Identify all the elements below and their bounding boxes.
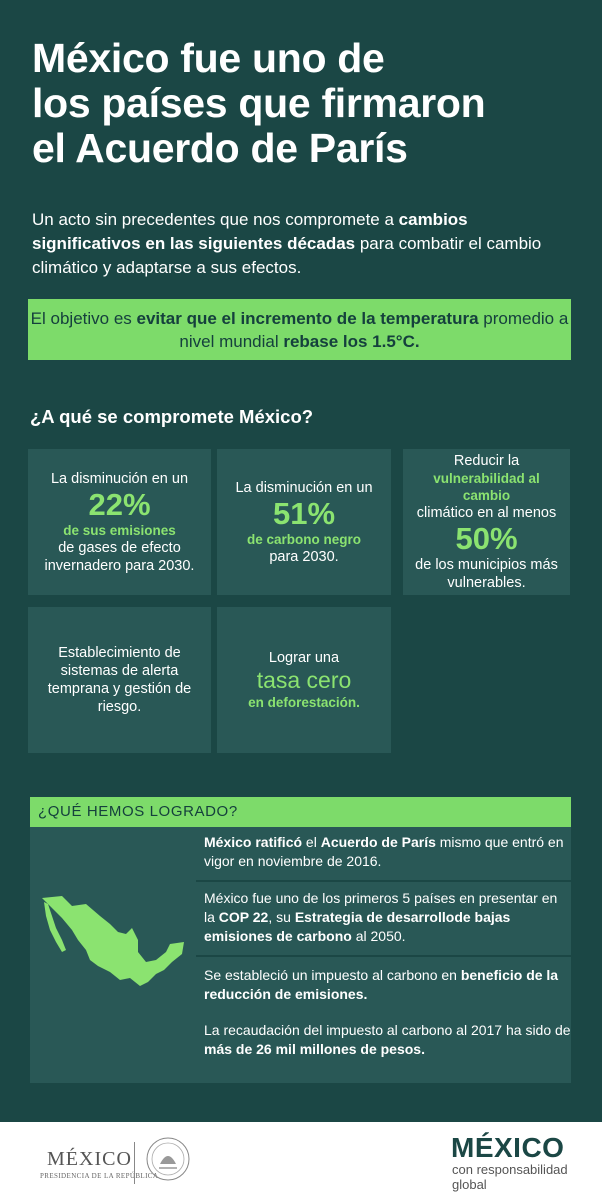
title-line-3: el Acuerdo de París (32, 125, 408, 171)
goal-banner: El objetivo es evitar que el incremento … (28, 299, 571, 360)
item-bold: Estrategia de desarrollode bajas emision… (204, 909, 511, 944)
achievement-carbon-tax: Se estableció un impuesto al carbono en … (196, 966, 571, 1004)
goal-text-mid: promedio a nivel mundial (179, 309, 569, 351)
brand-tagline: global (452, 1177, 487, 1192)
card-text: de los municipios más vulnerables. (415, 557, 558, 591)
item-text: el (302, 834, 321, 850)
divider (196, 880, 571, 882)
section-heading-achievements: ¿QUÉ HEMOS LOGRADO? (30, 797, 571, 827)
goal-bold-end: rebase los 1.5°C. (283, 332, 420, 351)
card-percentage: 22% (88, 486, 151, 522)
achievement-strategy: México fue uno de los primeros 5 países … (196, 889, 571, 946)
footer-separator (134, 1142, 135, 1184)
page-title: México fue uno de los países que firmaro… (32, 36, 572, 171)
card-text: Establecimiento de sistemas de alerta te… (47, 645, 192, 715)
commitment-card-early-warning: Establecimiento de sistemas de alerta te… (28, 607, 211, 753)
item-text: Se estableció un impuesto al carbono en (204, 967, 461, 983)
card-text: de gases de efecto invernadero para 2030… (44, 539, 195, 574)
card-highlight: de sus emisiones (63, 522, 176, 538)
title-line-2: los países que firmaron (32, 80, 486, 126)
intro-paragraph: Un acto sin precedentes que nos comprome… (32, 208, 572, 280)
national-seal-icon (146, 1137, 190, 1181)
card-text: climático en al menos (416, 505, 557, 521)
intro-bold: cambios significativos en las siguientes… (32, 210, 468, 253)
card-highlight: vulnerabilidad al cambio (433, 471, 540, 503)
card-highlight: en deforestación. (248, 695, 360, 710)
card-text: La disminución en un (50, 470, 189, 487)
divider (196, 955, 571, 957)
card-text: Lograr una (268, 650, 340, 666)
item-text: mismo que entró en vigor en noviembre de… (204, 834, 564, 869)
item-bold: COP 22 (218, 909, 269, 925)
card-highlight: de carbono negro (246, 531, 361, 547)
intro-text-end: para combatir el cambio climático y adap… (32, 234, 542, 277)
item-bold: beneficio de la reducción de emisiones. (204, 967, 559, 1002)
item-text: México fue uno de los primeros 5 países … (204, 890, 558, 925)
government-logo-text: MÉXICO (47, 1148, 132, 1170)
brand-logo-text: MÉXICO (451, 1132, 565, 1163)
goal-text: El objetivo es (30, 309, 137, 328)
brand-tagline: con responsabilidad (452, 1162, 568, 1177)
card-text: para 2030. (269, 548, 339, 565)
item-text: La recaudación del impuesto al carbono a… (204, 1022, 571, 1038)
card-percentage: 50% (455, 521, 518, 556)
commitment-card-emissions: La disminución en un 22% de sus emisione… (28, 449, 211, 595)
item-bold: México ratificó (204, 834, 303, 850)
item-text: , su (268, 909, 295, 925)
goal-bold: evitar que el incremento de la temperatu… (136, 309, 479, 328)
achievement-tax-revenue: La recaudación del impuesto al carbono a… (196, 1021, 571, 1059)
achievement-ratification: México ratificó el Acuerdo de París mism… (196, 833, 571, 871)
government-logo-subtitle: PRESIDENCIA DE LA REPÚBLICA (40, 1172, 159, 1180)
section-heading-commitments: ¿A qué se compromete México? (30, 406, 314, 427)
mexico-map-icon (42, 896, 184, 986)
item-text: al 2050. (351, 928, 406, 944)
footer (0, 1122, 602, 1200)
title-line-1: México fue uno de (32, 35, 385, 81)
card-text: La disminución en un (235, 479, 373, 496)
commitment-card-vulnerability: Reducir la vulnerabilidad al cambio clim… (403, 449, 570, 595)
card-percentage: 51% (272, 495, 336, 531)
intro-text: Un acto sin precedentes que nos comprome… (32, 210, 399, 229)
card-text: Reducir la (453, 453, 520, 469)
commitment-card-black-carbon: La disminución en un 51% de carbono negr… (217, 449, 391, 595)
card-highlight-large: tasa cero (256, 667, 352, 693)
item-bold: más de 26 mil millones de pesos. (204, 1041, 425, 1057)
commitment-card-deforestation: Lograr una tasa cero en deforestación. (217, 607, 391, 753)
item-bold: Acuerdo de París (320, 834, 436, 850)
